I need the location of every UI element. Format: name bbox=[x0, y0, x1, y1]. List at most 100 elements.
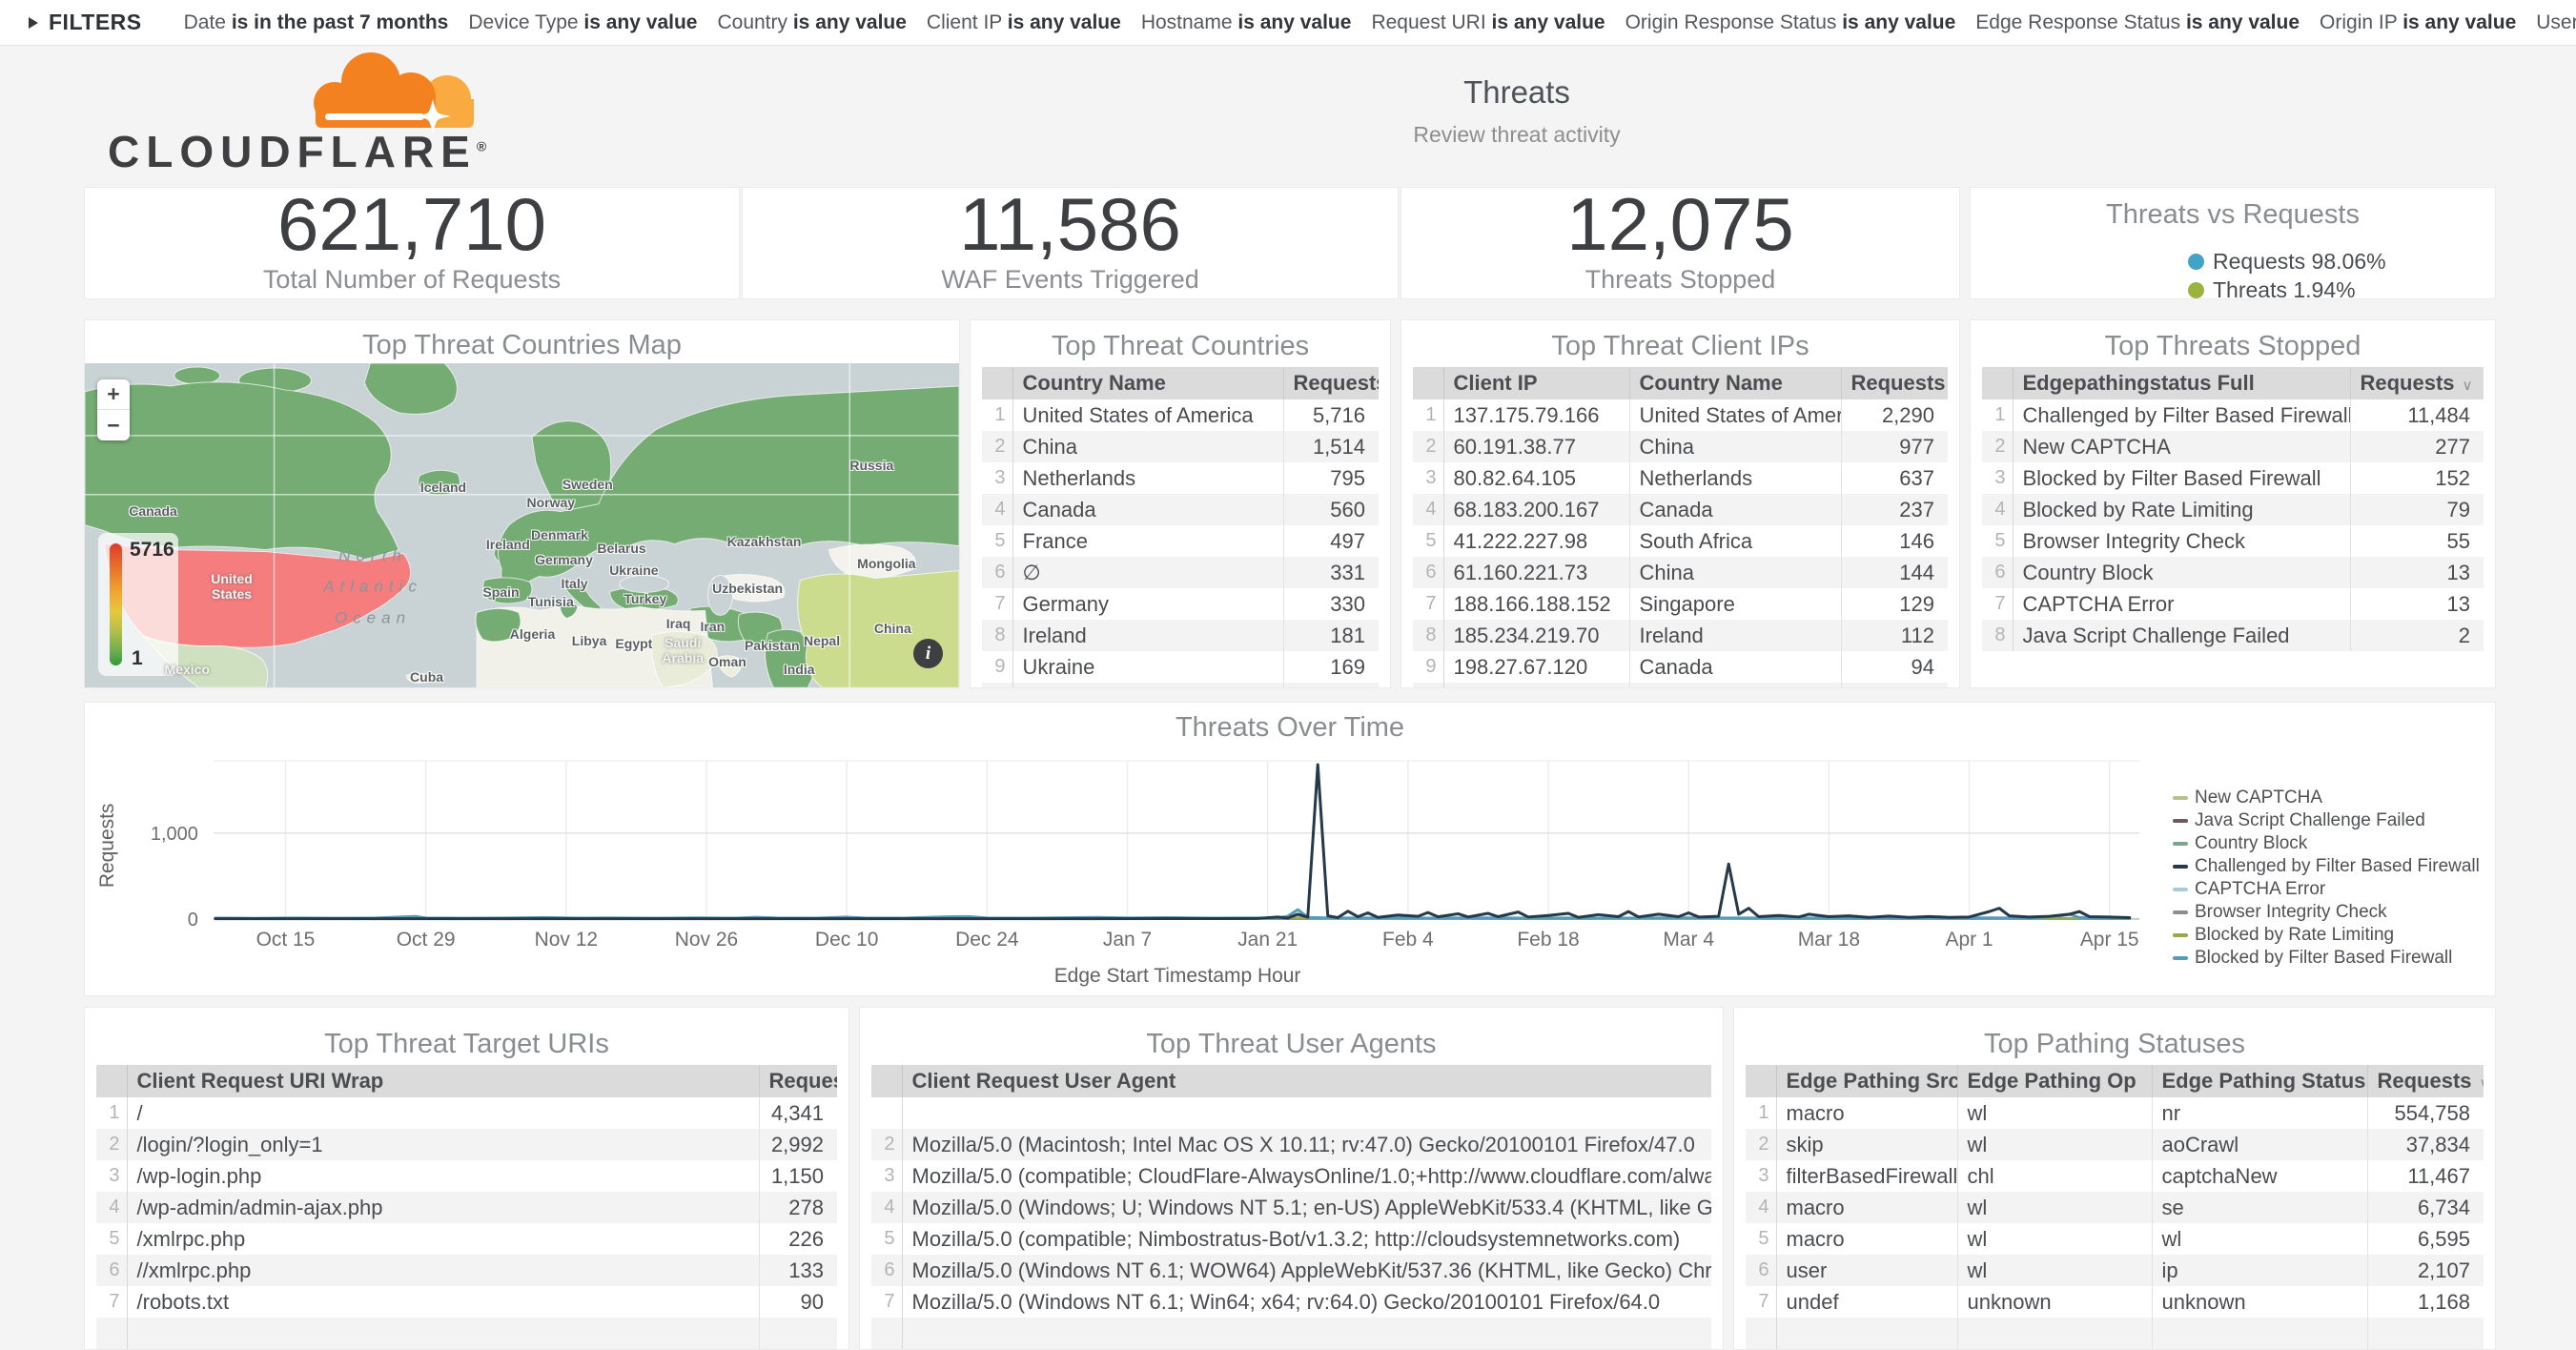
world-map[interactable]: North Atlantic Ocean + − 5716 1 i Canada… bbox=[85, 363, 959, 687]
page-subtitle: Review threat activity bbox=[1231, 122, 1803, 148]
table-row[interactable]: 10Singapore158 bbox=[982, 683, 1379, 688]
filters-toggle[interactable]: FILTERS bbox=[29, 10, 142, 35]
cell: France bbox=[1012, 525, 1283, 557]
filter-chip[interactable]: Edge Response Status is any value bbox=[1975, 11, 2300, 34]
column-header[interactable]: Edgepathingstatus Full bbox=[2013, 367, 2350, 399]
legend-line-icon bbox=[2173, 888, 2188, 891]
zoom-in-button[interactable]: + bbox=[97, 379, 130, 410]
chart-legend-item[interactable]: CAPTCHA Error bbox=[2173, 878, 2480, 901]
column-header[interactable]: Country Name bbox=[1012, 367, 1283, 399]
legend-item[interactable]: Threats 1.94% bbox=[2188, 276, 2386, 299]
chart-legend-item[interactable]: Challenged by Filter Based Firewall bbox=[2173, 855, 2480, 878]
filter-chip[interactable]: Origin IP is any value bbox=[2320, 11, 2516, 34]
chart-legend-item[interactable]: Java Script Challenge Failed bbox=[2173, 809, 2480, 832]
row-number-header bbox=[1746, 1065, 1776, 1097]
chart-legend-item[interactable]: New CAPTCHA bbox=[2173, 787, 2480, 809]
filter-chip[interactable]: Hostname is any value bbox=[1141, 11, 1352, 34]
column-header[interactable]: Edge Pathing Src bbox=[1776, 1065, 1957, 1097]
table-row[interactable] bbox=[871, 1318, 1711, 1349]
chart-legend-item[interactable]: Country Block bbox=[2173, 832, 2480, 855]
filter-chip[interactable]: User Agent is any value bbox=[2536, 11, 2576, 34]
column-header[interactable]: Country Name bbox=[1629, 367, 1841, 399]
filter-chip[interactable]: Device Type is any value bbox=[468, 11, 697, 34]
zoom-out-button[interactable]: − bbox=[97, 410, 130, 440]
cell: Mozilla/5.0 (Windows; U; Windows NT 5.1;… bbox=[902, 1192, 1711, 1223]
cell: Mozilla/5.0 (Macintosh; Intel Mac OS X 1… bbox=[902, 1129, 1711, 1160]
filter-chip[interactable]: Request URI is any value bbox=[1371, 11, 1605, 34]
column-header[interactable]: Requests∨ bbox=[2350, 367, 2484, 399]
filter-chip[interactable]: Client IP is any value bbox=[927, 11, 1121, 34]
cell bbox=[127, 1318, 759, 1349]
table-row[interactable] bbox=[871, 1097, 1711, 1129]
column-header[interactable]: Client IP bbox=[1443, 367, 1629, 399]
row-number: 4 bbox=[96, 1192, 127, 1223]
table-row[interactable] bbox=[1746, 1318, 2484, 1349]
table-row[interactable]: 6∅331 bbox=[982, 557, 1379, 588]
info-icon[interactable]: i bbox=[913, 639, 943, 668]
chart-legend-item[interactable]: Blocked by Rate Limiting bbox=[2173, 924, 2480, 947]
table-row[interactable]: 1061.160.247.137China89 bbox=[1413, 683, 1948, 688]
legend-item[interactable]: Requests 98.06% bbox=[2188, 247, 2386, 276]
filter-chip[interactable]: Date is in the past 7 months bbox=[184, 11, 449, 34]
column-header[interactable]: Requests∨ bbox=[1283, 367, 1379, 399]
column-header[interactable]: Edge Pathing Op bbox=[1957, 1065, 2152, 1097]
column-header[interactable]: Requests∨ bbox=[1841, 367, 1948, 399]
filter-chip[interactable]: Origin Response Status is any value bbox=[1625, 11, 1956, 34]
column-header[interactable]: Edge Pathing Status bbox=[2152, 1065, 2367, 1097]
filter-chip[interactable]: Country is any value bbox=[717, 11, 906, 34]
column-header[interactable]: Requests∨ bbox=[759, 1065, 837, 1097]
table-row[interactable] bbox=[96, 1318, 837, 1349]
column-header[interactable]: Requests∨ bbox=[2367, 1065, 2484, 1097]
chart-legend-item[interactable]: Blocked by Filter Based Firewall bbox=[2173, 947, 2480, 970]
column-header[interactable]: Client Request User Agent bbox=[902, 1065, 1711, 1097]
table-row[interactable]: 1/4,341 bbox=[96, 1097, 837, 1129]
chart-legend-item[interactable]: Browser Integrity Check bbox=[2173, 901, 2480, 924]
column-header[interactable]: Client Request URI Wrap bbox=[127, 1065, 759, 1097]
